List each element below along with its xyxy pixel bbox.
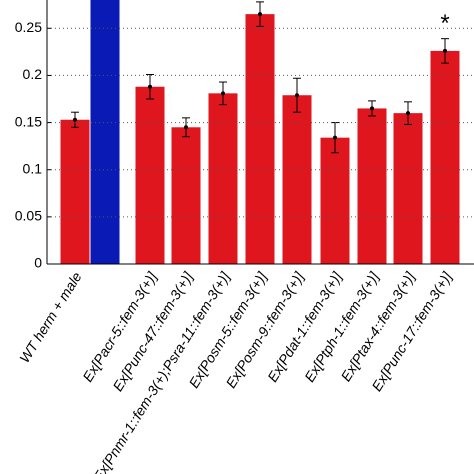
x-tick-label: WT herm + male <box>16 269 85 366</box>
error-bar <box>404 101 412 125</box>
bar <box>245 14 275 265</box>
error-bar <box>182 117 190 138</box>
bar <box>357 108 387 264</box>
error-bar <box>71 111 79 128</box>
y-tick-label: 0.05 <box>15 208 42 224</box>
bar <box>320 137 350 264</box>
y-tick-label: 0 <box>34 255 42 271</box>
mean-dot <box>258 12 262 17</box>
bar <box>430 50 460 264</box>
bar <box>90 0 120 265</box>
bar <box>282 95 312 264</box>
y-tick-label: 0.2 <box>23 66 43 82</box>
error-bar <box>293 77 301 113</box>
mean-dot <box>73 117 77 122</box>
error-bar <box>256 1 264 27</box>
mean-dot <box>333 135 337 140</box>
x-tick-label: Ex[Pnmr-1::fem-3(+);Psra-11::fem-3(+)] <box>90 268 233 474</box>
mean-dot <box>148 84 152 89</box>
mean-dot <box>370 106 374 111</box>
bar <box>208 93 238 264</box>
bar <box>393 113 423 265</box>
mean-dot <box>295 93 299 98</box>
bar <box>60 119 90 264</box>
error-bar <box>368 100 376 117</box>
y-tick-label: 0.15 <box>15 113 42 129</box>
y-tick-label: 0.25 <box>15 19 42 35</box>
mean-dot <box>443 48 447 53</box>
bar <box>171 127 201 265</box>
error-bar <box>146 73 154 100</box>
bar <box>135 86 165 264</box>
mean-dot <box>184 125 188 130</box>
mean-dot <box>221 91 225 96</box>
mean-dot <box>406 111 410 116</box>
error-bar <box>441 38 449 64</box>
plot-area <box>60 0 460 265</box>
y-tick-label: 0.1 <box>23 160 43 176</box>
annotation: * <box>440 10 449 37</box>
error-bar <box>219 81 227 106</box>
